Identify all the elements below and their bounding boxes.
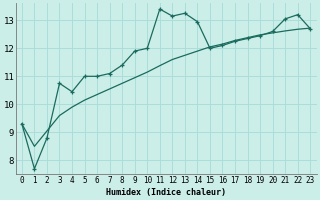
X-axis label: Humidex (Indice chaleur): Humidex (Indice chaleur): [106, 188, 226, 197]
